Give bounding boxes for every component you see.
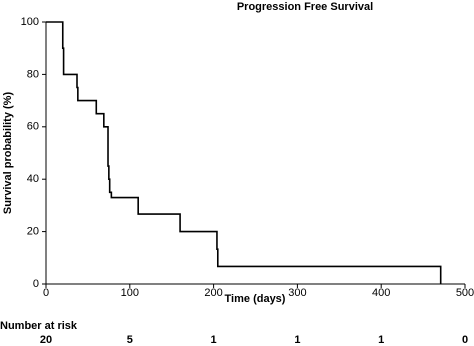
at-risk-value: 5 [127, 334, 133, 346]
x-tick-label: 500 [456, 287, 474, 299]
x-tick-label: 200 [204, 287, 222, 299]
at-risk-value: 1 [211, 334, 217, 346]
x-tick-label: 300 [288, 287, 306, 299]
y-tick-label: 40 [27, 173, 39, 185]
y-tick-label: 20 [27, 226, 39, 238]
at-risk-label: Number at risk [0, 320, 78, 332]
y-tick-label: 60 [27, 121, 39, 133]
x-tick-label: 100 [121, 287, 139, 299]
y-tick-label: 80 [27, 68, 39, 80]
chart-title: Progression Free Survival [237, 1, 373, 13]
x-tick-label: 0 [43, 287, 49, 299]
at-risk-value: 20 [40, 334, 52, 346]
survival-curve [46, 21, 442, 284]
x-tick-label: 400 [372, 287, 390, 299]
y-axis-label: Survival probability (%) [2, 92, 14, 215]
y-tick-label: 100 [21, 16, 39, 28]
at-risk-value: 0 [462, 334, 468, 346]
at-risk-value: 1 [378, 334, 384, 346]
at-risk-value: 1 [294, 334, 300, 346]
x-axis-label: Time (days) [225, 293, 286, 305]
y-tick-label: 0 [33, 278, 39, 290]
